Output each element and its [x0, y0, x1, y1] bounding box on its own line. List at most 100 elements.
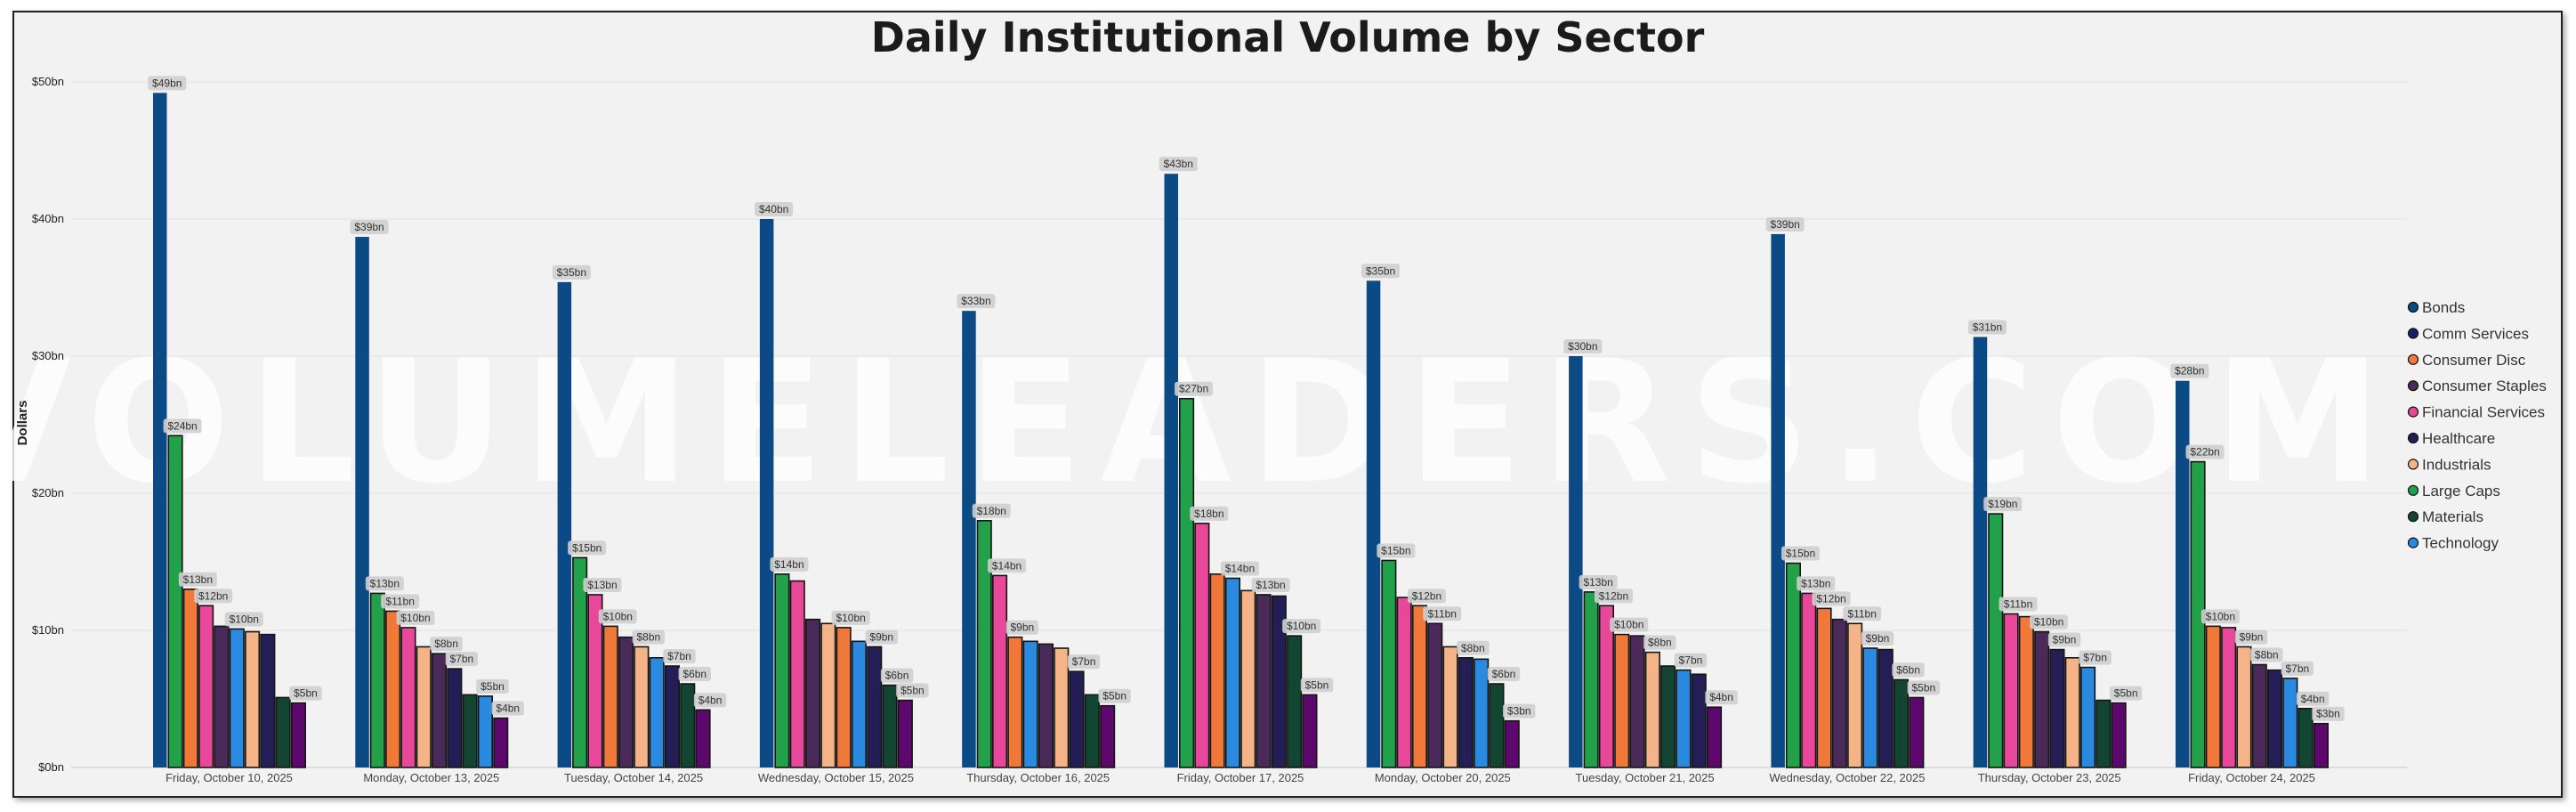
- data-label: $8bn: [1461, 642, 1485, 654]
- data-label-bg: [598, 609, 637, 624]
- data-label-bg: [2109, 686, 2143, 701]
- bar-financial-services: [1396, 597, 1412, 768]
- bar-healthcare: [2267, 669, 2283, 768]
- data-label: $12bn: [1816, 592, 1845, 605]
- legend-marker: [2407, 406, 2419, 418]
- data-label-bg: [880, 668, 914, 683]
- data-label-bg: [1503, 703, 1536, 719]
- data-label-bg: [1220, 561, 1259, 576]
- bar-large-caps: [1785, 562, 1801, 768]
- bar-utilities: [2111, 702, 2127, 768]
- bar-financial-services: [587, 594, 603, 768]
- y-axis-ticks: $0bn $10bn $20bn $30bn $40bn $50bn: [32, 75, 64, 774]
- bar-materials: [680, 683, 696, 768]
- y-tick-label: $50bn: [32, 75, 64, 88]
- bar-consumer-disc: [836, 627, 852, 768]
- data-label: $9bn: [1866, 632, 1890, 645]
- data-label: $35bn: [557, 266, 586, 279]
- data-label-bg: [1159, 157, 1198, 172]
- bar-industrials: [2236, 646, 2252, 768]
- data-label-bg: [583, 577, 622, 592]
- data-label: $12bn: [1412, 589, 1441, 602]
- data-label-bg: [1098, 688, 1131, 703]
- data-label: $7bn: [667, 650, 691, 662]
- x-category-label: Friday, October 17, 2025: [1177, 771, 1304, 784]
- bar-healthcare: [1069, 670, 1085, 768]
- bar-industrials: [244, 630, 261, 768]
- data-label: $10bn: [1614, 619, 1643, 631]
- data-label: $10bn: [836, 612, 865, 624]
- bar-materials: [275, 696, 291, 768]
- data-label-bg: [178, 572, 217, 587]
- bar-consumer-staples: [214, 625, 230, 768]
- legend-entry: Industrials: [2422, 456, 2491, 473]
- data-label-bg: [693, 693, 727, 708]
- data-label: $22bn: [2190, 446, 2219, 459]
- chart-title: Daily Institutional Volume by Sector: [871, 13, 1705, 61]
- legend-entry: Consumer Disc: [2422, 352, 2526, 369]
- bar-large-caps: [1988, 513, 2004, 768]
- bar-large-caps: [1179, 397, 1195, 768]
- bar-utilities: [1100, 704, 1116, 768]
- data-label-bg: [1423, 606, 1462, 621]
- bar-utilities: [897, 699, 913, 768]
- data-label-bg: [972, 503, 1011, 518]
- bar-consumer-disc: [2205, 625, 2221, 768]
- bar-bonds: [1164, 174, 1178, 767]
- bar-utilities: [1504, 719, 1520, 768]
- bar-financial-services: [2221, 627, 2237, 768]
- data-label: $4bn: [2301, 693, 2325, 705]
- bar-healthcare: [867, 646, 883, 768]
- bar-industrials: [1054, 647, 1070, 768]
- bar-financial-services: [1598, 605, 1614, 768]
- data-label: $7bn: [2083, 652, 2107, 664]
- legend: Bonds Comm Services Consumer Disc Consumer …: [2407, 299, 2547, 552]
- bar-consumer-staples: [1256, 594, 1272, 768]
- data-label-bg: [1999, 597, 2038, 612]
- data-label: $11bn: [385, 595, 414, 607]
- data-label: $15bn: [1786, 548, 1815, 560]
- data-label-bg: [163, 418, 202, 434]
- x-category-label: Wednesday, October 15, 2025: [758, 771, 914, 784]
- legend-entry: Technology: [2422, 535, 2499, 552]
- data-label: $40bn: [759, 203, 788, 215]
- data-label: $6bn: [1896, 663, 1920, 676]
- bar-materials: [2096, 699, 2112, 768]
- y-tick-label: $30bn: [32, 349, 64, 362]
- data-label-bg: [1563, 339, 1603, 353]
- bar-industrials: [2064, 656, 2080, 768]
- bar-healthcare: [1271, 595, 1287, 768]
- data-label-bg: [2312, 706, 2345, 721]
- data-label: $13bn: [1256, 579, 1285, 591]
- data-label-bg: [1812, 591, 1851, 606]
- data-label: $12bn: [1599, 589, 1628, 602]
- data-label-bg: [224, 612, 263, 627]
- data-label-bg: [430, 637, 463, 652]
- data-label: $11bn: [2004, 598, 2032, 611]
- bar-technology: [1022, 640, 1038, 768]
- data-label: $15bn: [572, 541, 602, 554]
- bar-technology: [1474, 658, 1490, 768]
- legend-marker: [2407, 380, 2419, 392]
- bar-consumer-staples: [1427, 622, 1443, 768]
- data-label: $6bn: [885, 670, 909, 682]
- bar-healthcare: [2049, 648, 2065, 768]
- data-label: $14bn: [1225, 562, 1255, 574]
- data-label-bg: [552, 264, 591, 280]
- data-label-bg: [2030, 614, 2069, 629]
- x-category-label: Thursday, October 23, 2025: [1978, 771, 2121, 784]
- data-label: $14bn: [992, 559, 1022, 572]
- data-label: $6bn: [1492, 668, 1516, 680]
- data-label: $10bn: [2206, 610, 2235, 622]
- data-label-bg: [476, 678, 509, 694]
- bar-financial-services: [400, 627, 416, 768]
- bar-healthcare: [260, 633, 276, 768]
- data-label: $8bn: [2255, 649, 2279, 662]
- data-label: $49bn: [152, 77, 182, 89]
- data-label-bg: [1361, 264, 1401, 279]
- data-label-bg: [1175, 381, 1214, 396]
- bar-bonds: [2176, 380, 2190, 767]
- legend-entry: Materials: [2422, 508, 2483, 525]
- data-label-bg: [2250, 647, 2283, 662]
- bar-materials: [1489, 683, 1505, 768]
